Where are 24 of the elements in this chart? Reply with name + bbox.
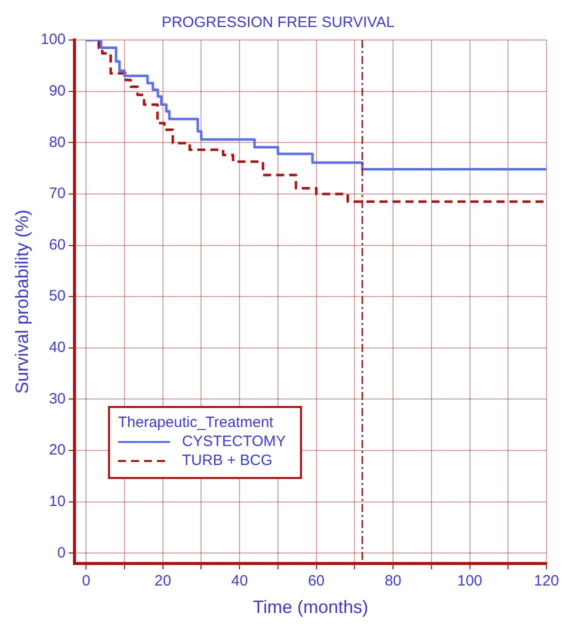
legend-label: TURB + BCG [182, 452, 272, 469]
y-tick-label: 100 [40, 31, 66, 48]
y-tick-label: 90 [48, 82, 66, 100]
x-tick-label: 120 [534, 572, 559, 590]
x-tick-label: 60 [308, 572, 325, 590]
x-tick-label: 80 [384, 572, 402, 590]
x-tick-label: 40 [231, 572, 248, 590]
legend-title: Therapeutic_Treatment [118, 414, 274, 431]
x-axis-title: Time (months) [252, 597, 368, 618]
y-tick-label: 20 [48, 442, 66, 459]
y-tick-label: 0 [57, 544, 66, 562]
y-tick-label: 30 [48, 390, 66, 408]
y-tick-label: 50 [48, 288, 66, 305]
y-tick-label: 70 [48, 185, 66, 202]
y-tick-label: 10 [48, 492, 66, 510]
x-tick-label: 100 [457, 572, 482, 590]
x-tick-label: 20 [154, 572, 172, 590]
y-tick-label: 60 [48, 236, 66, 254]
y-axis-title: Survival probability (%) [12, 210, 32, 394]
legend-label: CYSTECTOMY [182, 433, 286, 450]
y-tick-label: 80 [48, 134, 66, 151]
x-tick-label: 0 [82, 572, 90, 590]
chart-title: PROGRESSION FREE SURVIVAL [162, 14, 394, 32]
y-tick-label: 40 [48, 339, 66, 356]
